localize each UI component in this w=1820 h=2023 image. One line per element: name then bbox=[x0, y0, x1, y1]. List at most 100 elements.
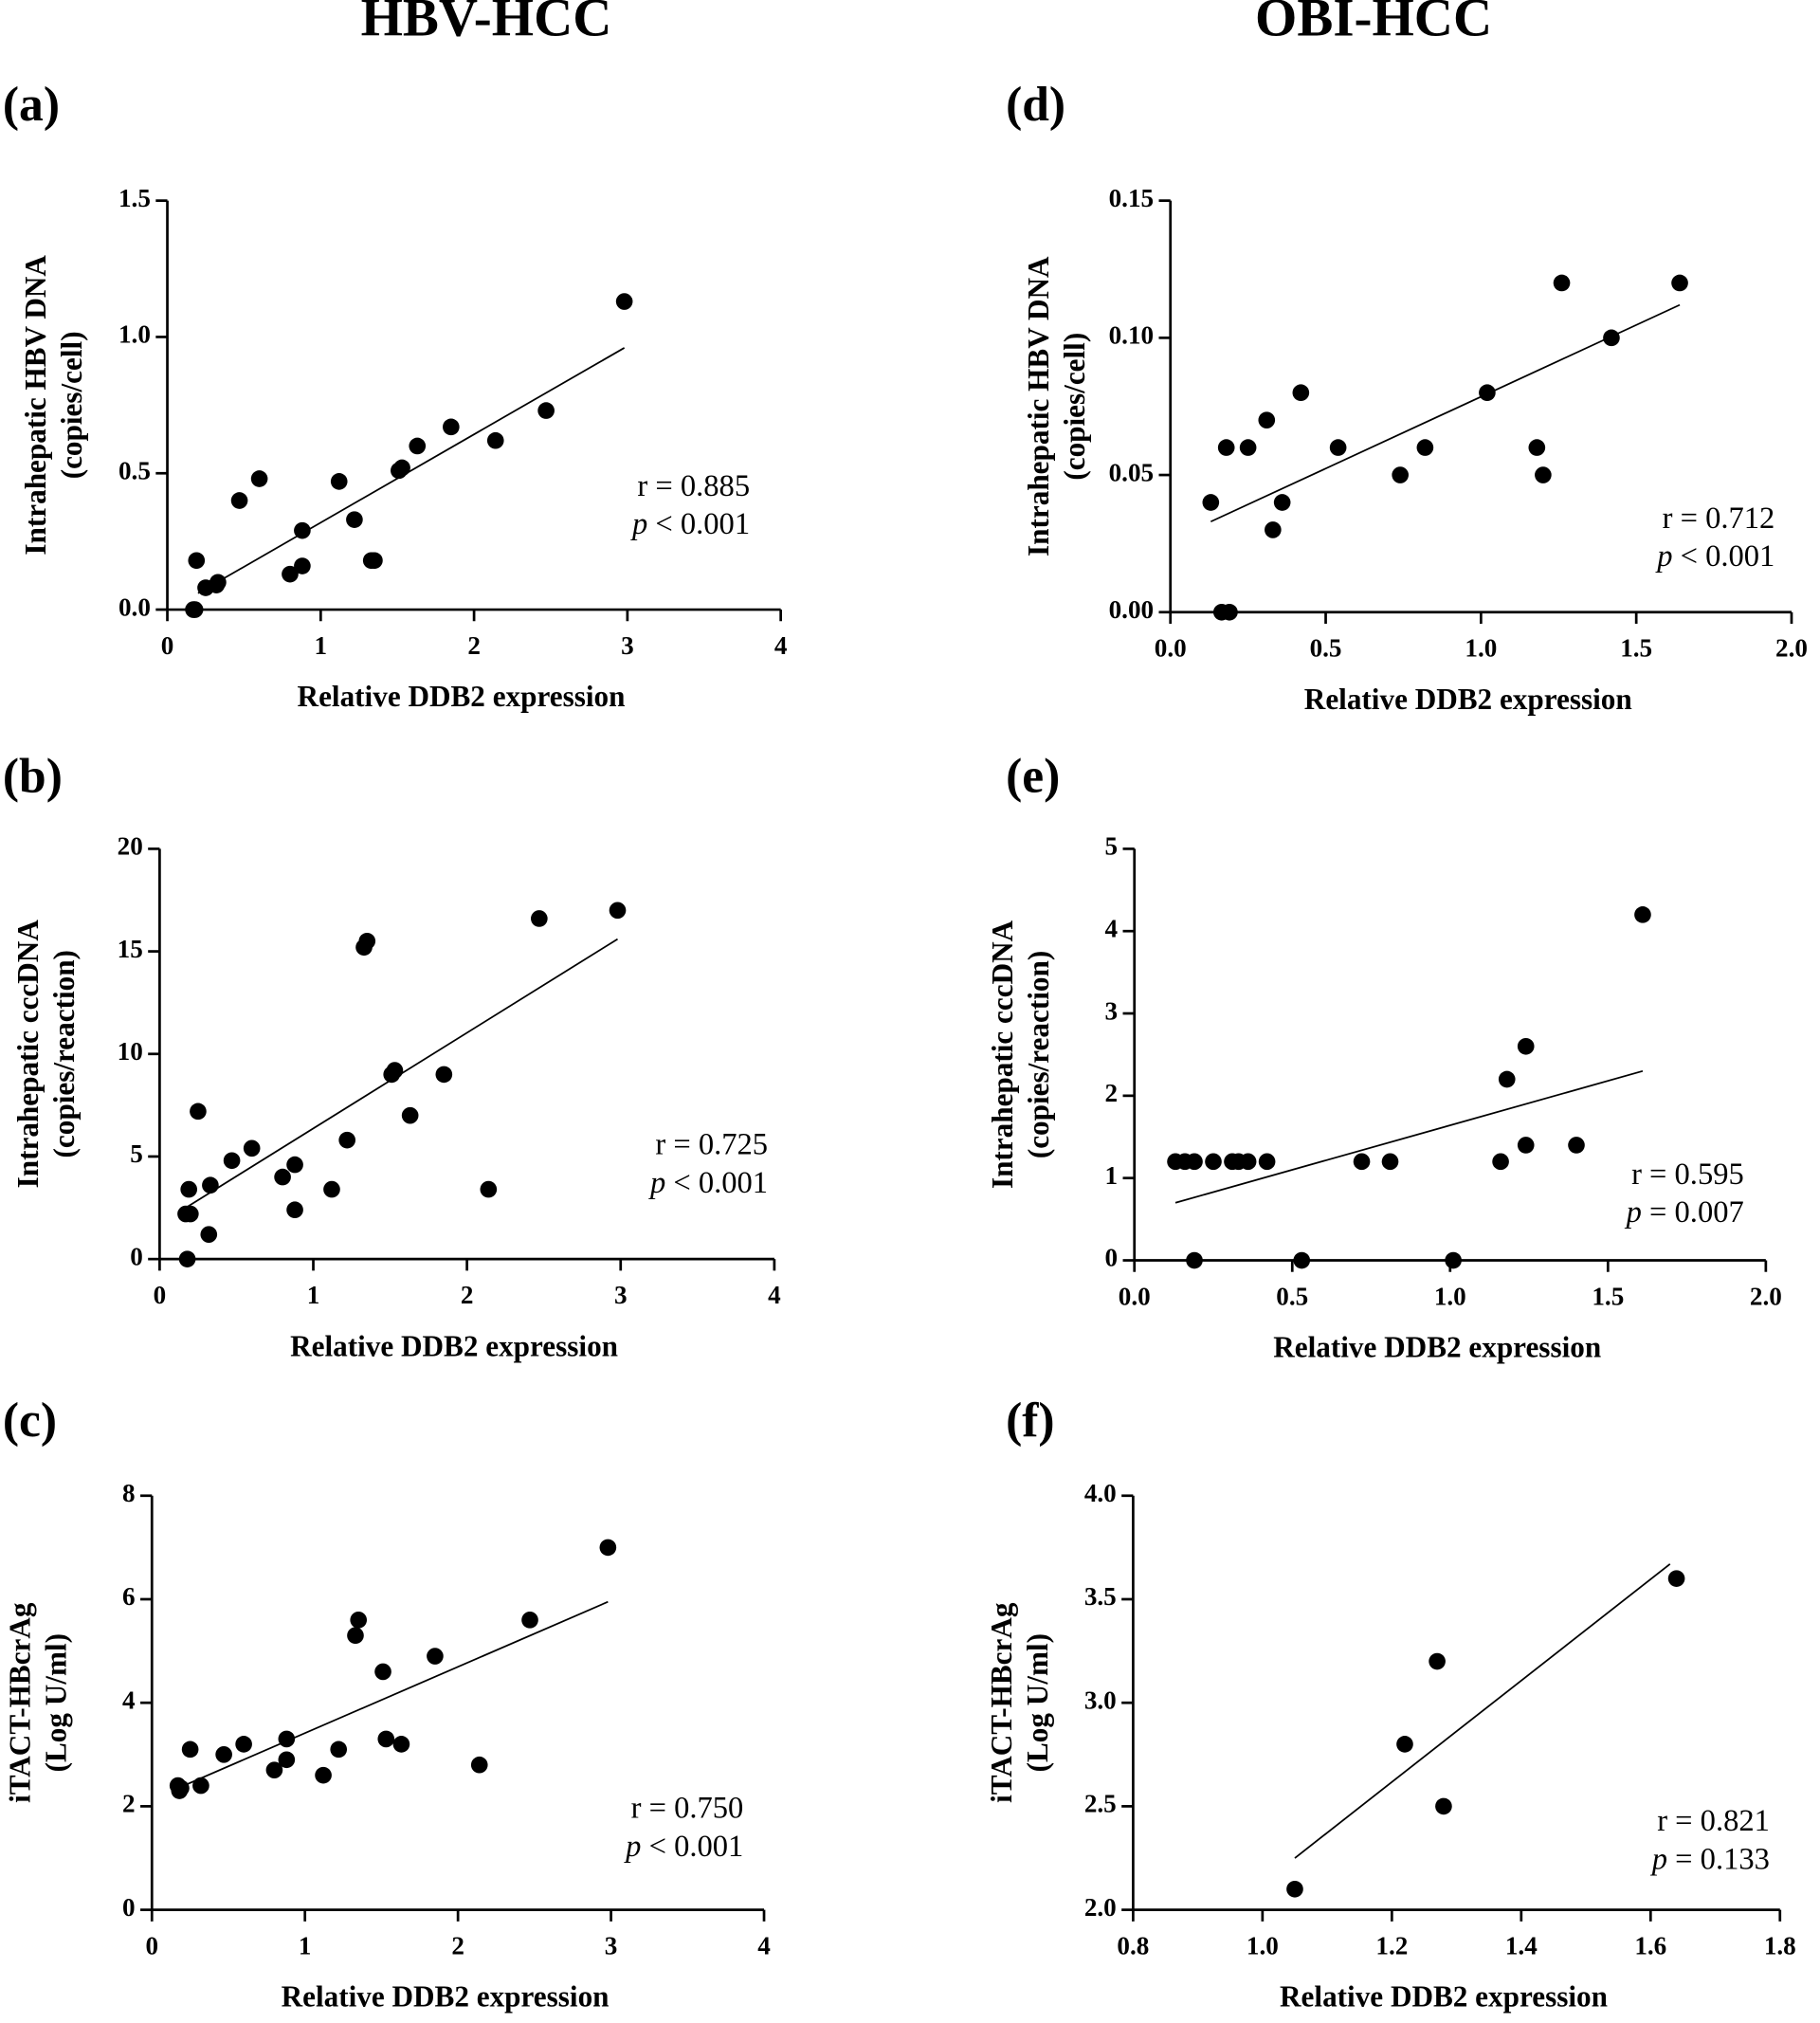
point bbox=[274, 1168, 291, 1186]
trend-line bbox=[1210, 303, 1681, 523]
annotation: p < 0.001 bbox=[1655, 540, 1774, 574]
y-tick-label: 2 bbox=[1105, 1079, 1119, 1107]
y-axis-label: Intrahepatic HBV DNA bbox=[1022, 256, 1055, 556]
point bbox=[1553, 274, 1571, 292]
point bbox=[347, 1627, 364, 1645]
y-axis-label: Intrahepatic HBV DNA bbox=[19, 255, 52, 556]
y-axis-label: Intrahepatic cccDNA bbox=[11, 920, 45, 1189]
annotation: r = 0.821 bbox=[1657, 1804, 1770, 1838]
y-tick-label: 15 bbox=[118, 935, 143, 963]
point bbox=[1205, 1153, 1222, 1171]
y-tick-label: 0 bbox=[130, 1242, 143, 1270]
panel: (f) 2.0 2.5 3.0 3.5 4.0 0.8 1.0 1.2 1.4 1.6 1.8 Rela… bbox=[985, 1394, 1796, 2014]
x-tick-label: 1 bbox=[315, 631, 328, 660]
x-tick-label: 0.5 bbox=[1310, 634, 1342, 663]
point bbox=[609, 902, 627, 920]
point bbox=[278, 1730, 296, 1748]
point bbox=[1392, 466, 1409, 483]
x-tick-label: 0.8 bbox=[1117, 1932, 1149, 1960]
point bbox=[350, 1612, 368, 1629]
y-tick-label: 0 bbox=[1105, 1244, 1119, 1272]
point bbox=[386, 1062, 404, 1079]
annotation: p < 0.001 bbox=[624, 1830, 743, 1864]
point bbox=[202, 1176, 219, 1194]
y-tick-label: 0.00 bbox=[1109, 595, 1154, 624]
point bbox=[1445, 1251, 1462, 1269]
trend-line bbox=[197, 347, 626, 594]
point bbox=[230, 492, 248, 509]
point bbox=[537, 402, 555, 419]
point bbox=[243, 1139, 261, 1157]
panel-label: (f) bbox=[1006, 1394, 1055, 1448]
point bbox=[278, 1751, 296, 1769]
point bbox=[1535, 466, 1552, 483]
point bbox=[192, 1777, 209, 1795]
point bbox=[182, 1205, 199, 1223]
x-tick-label: 0 bbox=[145, 1932, 158, 1960]
point bbox=[374, 1663, 391, 1681]
point bbox=[173, 1779, 190, 1797]
x-tick-label: 1.0 bbox=[1465, 634, 1497, 663]
annotation: p = 0.007 bbox=[1625, 1195, 1744, 1230]
y-axis-label: (copies/cell) bbox=[55, 331, 88, 479]
point bbox=[315, 1766, 332, 1784]
panel: (e) 0 1 2 3 4 5 0.0 0.5 1.0 1.5 2.0 Relative DDB2 ex… bbox=[986, 749, 1782, 1363]
point bbox=[265, 1761, 283, 1779]
y-tick-label: 6 bbox=[122, 1582, 136, 1611]
trend-line bbox=[177, 1600, 609, 1790]
point bbox=[1671, 274, 1688, 292]
point bbox=[1292, 384, 1310, 402]
x-tick-label: 1.2 bbox=[1375, 1932, 1408, 1960]
panel-label: (c) bbox=[3, 1394, 57, 1448]
x-tick-label: 1.5 bbox=[1592, 1282, 1624, 1310]
x-tick-label: 0.5 bbox=[1276, 1282, 1308, 1310]
y-tick-label: 1.5 bbox=[118, 184, 151, 212]
point bbox=[401, 1106, 419, 1124]
x-tick-label: 1.8 bbox=[1764, 1932, 1796, 1960]
x-axis-label: Relative DDB2 expression bbox=[1304, 683, 1632, 716]
point bbox=[1429, 1652, 1446, 1670]
y-tick-label: 0 bbox=[122, 1893, 136, 1922]
x-tick-label: 0 bbox=[161, 631, 174, 660]
point bbox=[1381, 1153, 1399, 1171]
point bbox=[330, 473, 348, 490]
point bbox=[1479, 384, 1496, 402]
x-axis-label: Relative DDB2 expression bbox=[290, 1329, 618, 1362]
x-tick-label: 4 bbox=[768, 1281, 781, 1309]
x-axis-label: Relative DDB2 expression bbox=[282, 1980, 610, 2014]
point bbox=[286, 1156, 303, 1174]
point bbox=[250, 470, 268, 487]
point bbox=[1435, 1797, 1452, 1815]
point bbox=[358, 932, 376, 950]
point bbox=[1221, 603, 1238, 621]
y-tick-label: 3.5 bbox=[1084, 1582, 1117, 1611]
y-tick-label: 3.0 bbox=[1084, 1686, 1117, 1714]
point bbox=[1202, 494, 1220, 511]
x-tick-label: 1.4 bbox=[1505, 1932, 1538, 1960]
y-tick-label: 4 bbox=[1105, 914, 1119, 942]
y-axis-label: iTACT-HBcrAg bbox=[985, 1602, 1018, 1803]
point bbox=[480, 1180, 498, 1198]
trend-line bbox=[1174, 1069, 1644, 1204]
x-axis-label: Relative DDB2 expression bbox=[1280, 1980, 1608, 2014]
y-tick-label: 0.15 bbox=[1109, 184, 1154, 212]
point bbox=[1517, 1037, 1535, 1055]
y-tick-label: 5 bbox=[1105, 832, 1119, 861]
y-tick-label: 2.5 bbox=[1084, 1790, 1117, 1818]
point bbox=[188, 552, 206, 570]
point bbox=[392, 1736, 410, 1753]
annotation: r = 0.595 bbox=[1631, 1157, 1744, 1192]
point bbox=[393, 459, 410, 477]
point bbox=[190, 1103, 207, 1121]
point bbox=[1293, 1251, 1311, 1269]
x-tick-label: 2 bbox=[451, 1932, 464, 1960]
point bbox=[1396, 1736, 1413, 1753]
y-tick-label: 0.0 bbox=[118, 592, 151, 621]
point bbox=[1258, 411, 1276, 428]
x-axis-label: Relative DDB2 expression bbox=[298, 680, 626, 713]
point bbox=[1603, 329, 1620, 347]
point bbox=[615, 293, 633, 310]
point bbox=[409, 437, 427, 455]
point bbox=[1217, 439, 1235, 456]
y-tick-label: 1 bbox=[1105, 1161, 1119, 1190]
